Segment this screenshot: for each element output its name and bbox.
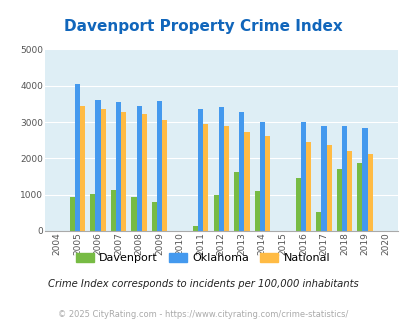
Bar [111,190,116,231]
Bar [90,194,95,231]
Bar [121,112,126,231]
Bar [151,202,157,231]
Bar [95,100,100,231]
Bar [346,151,351,231]
Bar [141,114,147,231]
Bar [264,136,269,231]
Bar [295,178,300,231]
Bar [254,191,259,231]
Bar [234,172,239,231]
Bar [218,107,223,231]
Bar [162,120,167,231]
Bar [305,142,310,231]
Bar [75,84,80,231]
Legend: Davenport, Oklahoma, National: Davenport, Oklahoma, National [71,248,334,267]
Bar [315,212,321,231]
Bar [341,126,346,231]
Bar [100,109,105,231]
Bar [362,128,367,231]
Bar [116,103,121,231]
Bar [244,132,249,231]
Bar [203,124,208,231]
Text: Crime Index corresponds to incidents per 100,000 inhabitants: Crime Index corresponds to incidents per… [47,279,358,289]
Bar [157,101,162,231]
Bar [356,163,362,231]
Bar [259,122,264,231]
Text: © 2025 CityRating.com - https://www.cityrating.com/crime-statistics/: © 2025 CityRating.com - https://www.city… [58,310,347,319]
Bar [300,122,305,231]
Bar [80,106,85,231]
Bar [70,196,75,231]
Bar [321,126,326,231]
Bar [198,109,203,231]
Bar [336,169,341,231]
Text: Davenport Property Crime Index: Davenport Property Crime Index [64,19,341,34]
Bar [136,106,141,231]
Bar [223,126,228,231]
Bar [367,154,372,231]
Bar [131,196,136,231]
Bar [326,145,331,231]
Bar [213,195,218,231]
Bar [239,112,244,231]
Bar [192,226,198,231]
